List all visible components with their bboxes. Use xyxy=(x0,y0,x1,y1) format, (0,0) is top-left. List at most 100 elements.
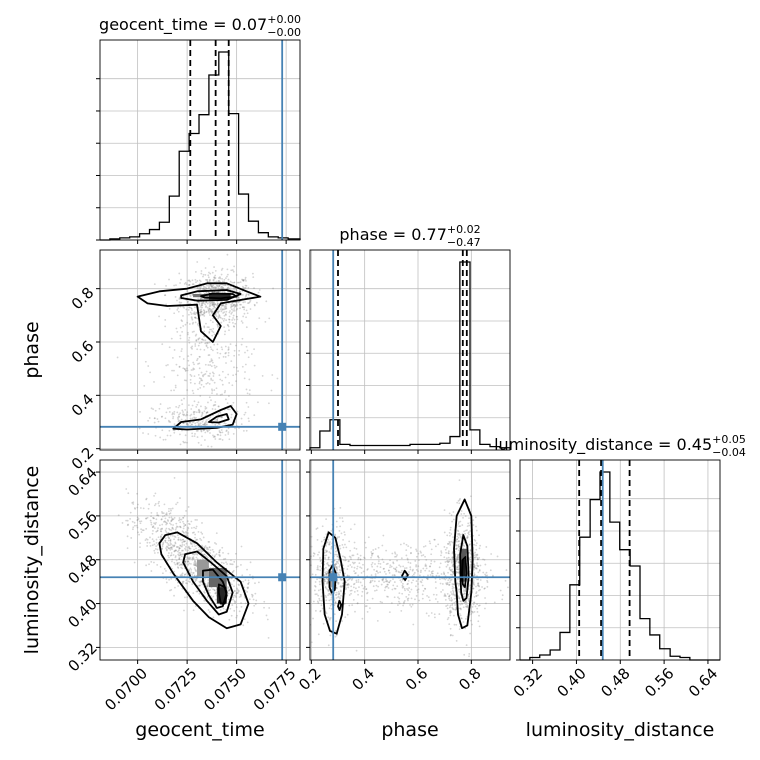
sample-point xyxy=(186,411,189,414)
sample-point xyxy=(310,555,312,558)
sample-point xyxy=(458,499,461,501)
sample-point xyxy=(181,544,184,546)
sample-point xyxy=(174,555,177,557)
sample-point xyxy=(229,563,232,565)
sample-point xyxy=(472,587,475,590)
sample-point xyxy=(355,587,357,590)
sample-point xyxy=(207,579,210,581)
sample-point xyxy=(239,281,242,284)
sample-point xyxy=(247,406,250,408)
sample-point xyxy=(229,280,232,283)
sample-point xyxy=(194,559,196,562)
sample-point xyxy=(378,580,380,583)
sample-point xyxy=(377,556,380,559)
sample-point xyxy=(227,574,229,576)
sample-point xyxy=(401,584,404,587)
sample-point xyxy=(218,423,221,425)
sample-point xyxy=(134,347,137,350)
sample-point xyxy=(501,594,504,597)
sample-point xyxy=(229,285,232,288)
sample-point xyxy=(448,542,451,545)
sample-point xyxy=(184,596,186,599)
sample-point xyxy=(235,274,238,276)
sample-point xyxy=(477,620,480,623)
sample-point xyxy=(216,284,218,287)
sample-point xyxy=(342,559,345,561)
sample-point xyxy=(194,316,196,319)
sample-point xyxy=(468,517,470,520)
sample-point xyxy=(464,588,467,590)
sample-point xyxy=(470,610,473,613)
sample-point xyxy=(236,614,238,617)
sample-point xyxy=(352,598,355,601)
sample-point xyxy=(175,549,178,552)
sample-point xyxy=(334,602,337,605)
sample-point xyxy=(200,379,203,382)
sample-point xyxy=(394,551,396,554)
sample-point xyxy=(193,526,195,529)
sample-point xyxy=(171,527,174,530)
sample-point xyxy=(169,546,172,549)
sample-point xyxy=(214,313,217,316)
sample-point xyxy=(417,588,420,591)
sample-point xyxy=(436,572,439,575)
sample-point xyxy=(320,540,323,543)
sample-point xyxy=(451,551,454,553)
sample-point xyxy=(136,526,139,529)
sample-point xyxy=(446,604,449,607)
sample-point xyxy=(340,584,342,587)
sample-point xyxy=(456,568,458,571)
sample-point xyxy=(349,556,352,559)
sample-point xyxy=(329,564,332,567)
sample-point xyxy=(460,617,462,620)
sample-point xyxy=(194,313,197,316)
sample-point xyxy=(136,516,139,519)
sample-point xyxy=(173,349,176,351)
sample-point xyxy=(459,535,462,538)
sample-point xyxy=(212,375,215,377)
sample-point xyxy=(164,541,167,543)
sample-point xyxy=(330,608,333,610)
sample-point xyxy=(446,564,449,566)
sample-point xyxy=(472,583,475,585)
sample-point xyxy=(247,586,250,589)
sample-point xyxy=(165,364,168,367)
sample-point xyxy=(455,608,458,611)
sample-point xyxy=(201,338,204,340)
sample-point xyxy=(448,595,450,598)
sample-point xyxy=(417,583,419,585)
sample-point xyxy=(218,555,221,558)
sample-point xyxy=(382,577,385,580)
sample-point xyxy=(196,302,199,305)
sample-point xyxy=(231,308,233,311)
sample-point xyxy=(168,537,171,540)
sample-point xyxy=(156,514,158,517)
sample-point xyxy=(473,574,476,577)
sample-point xyxy=(216,393,218,395)
sample-point xyxy=(186,531,189,534)
sample-point xyxy=(325,587,328,590)
sample-point xyxy=(450,533,453,535)
sample-point xyxy=(191,404,194,407)
sample-point xyxy=(171,517,174,520)
contour-level-2 xyxy=(461,556,468,589)
sample-point xyxy=(205,279,208,281)
sample-point xyxy=(240,545,243,548)
sample-point xyxy=(174,296,177,298)
sample-point xyxy=(409,604,411,606)
sample-point xyxy=(201,338,204,341)
sample-point xyxy=(174,528,177,531)
sample-point xyxy=(225,307,228,310)
sample-point xyxy=(349,589,352,592)
sample-point xyxy=(154,434,157,437)
sample-point xyxy=(410,588,413,591)
title-minus-luminosity_distance: −0.04 xyxy=(712,446,746,459)
sample-point xyxy=(215,315,218,318)
sample-point xyxy=(449,610,451,613)
sample-point xyxy=(210,564,213,567)
sample-point xyxy=(192,392,195,395)
sample-point xyxy=(334,635,337,638)
sample-point xyxy=(415,585,417,588)
sample-point xyxy=(334,630,337,632)
sample-point xyxy=(473,564,476,567)
